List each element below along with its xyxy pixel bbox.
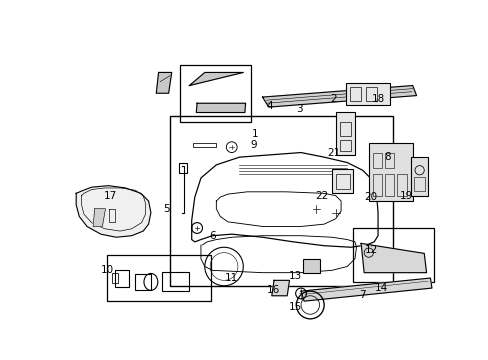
Text: 8: 8 xyxy=(384,152,390,162)
Polygon shape xyxy=(156,72,171,93)
Bar xyxy=(193,143,216,147)
Text: 13: 13 xyxy=(288,271,301,281)
Bar xyxy=(107,255,210,301)
Text: 1: 1 xyxy=(251,129,258,139)
Bar xyxy=(413,177,424,191)
Text: 21: 21 xyxy=(326,148,339,158)
Text: 6: 6 xyxy=(209,231,215,241)
Text: 4: 4 xyxy=(266,101,273,111)
Bar xyxy=(111,273,118,283)
Bar xyxy=(396,174,406,195)
Text: 12: 12 xyxy=(364,244,377,255)
Polygon shape xyxy=(93,209,105,226)
Bar xyxy=(180,65,250,122)
Polygon shape xyxy=(271,280,289,296)
Bar xyxy=(384,174,393,195)
Bar xyxy=(372,153,381,168)
Polygon shape xyxy=(262,86,416,107)
Text: 20: 20 xyxy=(364,192,377,202)
Text: 19: 19 xyxy=(400,191,413,201)
Polygon shape xyxy=(301,278,431,301)
Text: 7: 7 xyxy=(359,290,365,300)
Text: 3: 3 xyxy=(296,104,302,114)
Bar xyxy=(384,153,393,168)
Bar xyxy=(353,228,433,282)
Bar xyxy=(335,112,354,155)
Text: 16: 16 xyxy=(266,285,279,294)
Text: 17: 17 xyxy=(103,191,117,201)
Bar xyxy=(345,83,389,105)
Bar xyxy=(135,274,151,289)
Polygon shape xyxy=(189,72,243,86)
Bar xyxy=(349,87,360,101)
Polygon shape xyxy=(360,243,426,273)
Bar xyxy=(179,163,187,172)
Text: 14: 14 xyxy=(374,283,387,293)
Text: 22: 22 xyxy=(315,191,328,201)
Bar xyxy=(368,143,413,201)
Text: 15: 15 xyxy=(288,302,301,311)
Text: 11: 11 xyxy=(224,273,238,283)
Text: 10: 10 xyxy=(100,265,113,275)
Bar xyxy=(365,87,376,101)
Text: 18: 18 xyxy=(371,94,385,104)
Bar xyxy=(372,174,381,195)
Bar xyxy=(331,169,353,193)
Polygon shape xyxy=(76,186,151,237)
Bar xyxy=(170,116,393,286)
Polygon shape xyxy=(196,103,245,112)
Text: 5: 5 xyxy=(163,204,169,214)
Bar xyxy=(302,259,319,273)
Bar xyxy=(339,122,350,136)
Bar xyxy=(115,270,128,287)
Bar xyxy=(339,140,350,151)
Bar xyxy=(335,174,349,189)
Bar xyxy=(162,272,189,291)
Text: 9: 9 xyxy=(249,140,256,150)
Text: 2: 2 xyxy=(329,94,336,104)
Bar xyxy=(410,157,427,195)
